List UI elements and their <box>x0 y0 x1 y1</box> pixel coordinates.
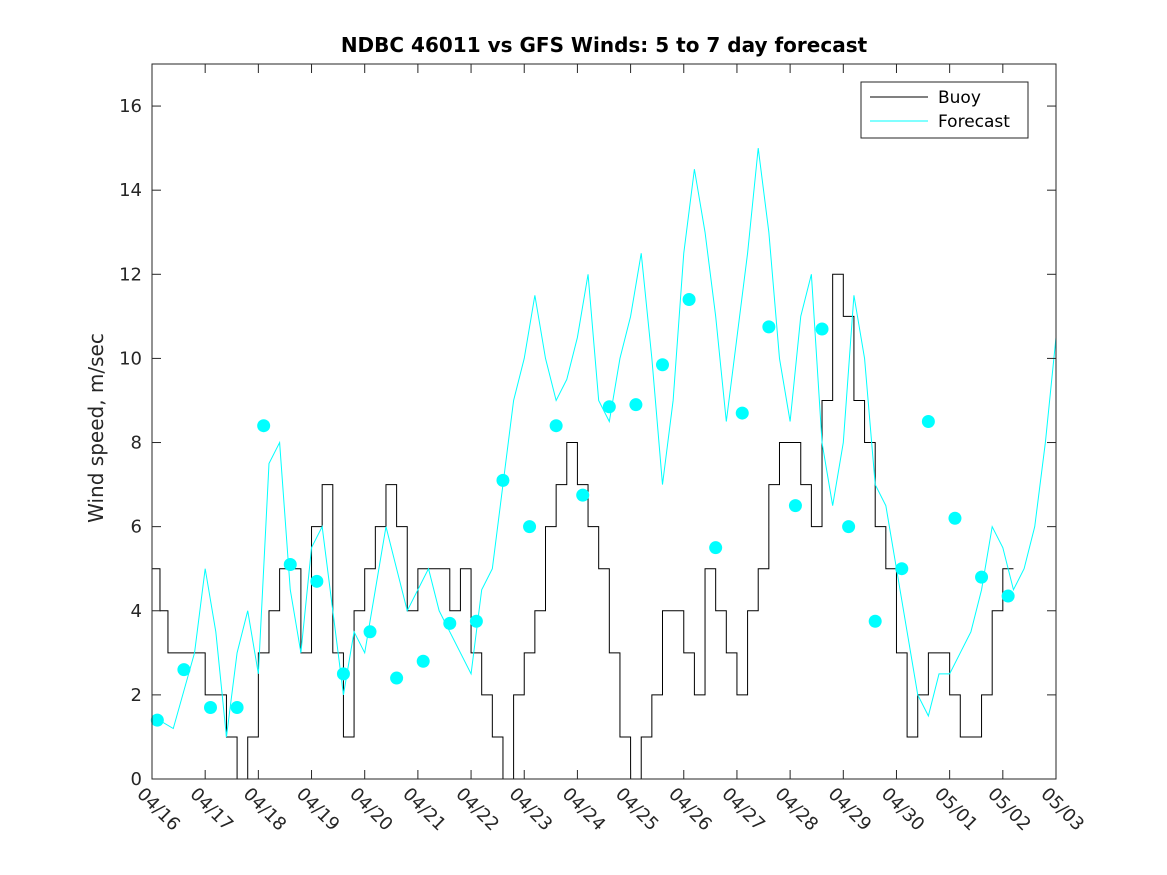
x-tick-label: 04/16 <box>132 784 184 836</box>
x-tick-label: 04/28 <box>771 784 823 836</box>
forecast-marker <box>150 713 164 727</box>
forecast-marker <box>336 667 350 681</box>
forecast-marker <box>895 562 909 576</box>
forecast-marker <box>682 293 696 307</box>
forecast-marker <box>788 499 802 513</box>
y-tick-label: 6 <box>131 517 142 538</box>
forecast-marker <box>310 574 324 588</box>
legend-box <box>860 81 1029 139</box>
forecast-marker <box>762 320 776 334</box>
forecast-marker <box>975 570 989 584</box>
forecast-marker <box>948 511 962 525</box>
forecast-marker <box>921 415 935 428</box>
forecast-marker <box>1001 589 1015 603</box>
x-tick-label: 04/26 <box>664 784 716 836</box>
y-tick-label: 10 <box>119 348 142 369</box>
chart-title: NDBC 46011 vs GFS Winds: 5 to 7 day fore… <box>341 33 868 57</box>
buoy-series-line <box>152 273 1014 779</box>
legend-forecast-label: Forecast <box>938 112 1010 132</box>
legend-buoy-label: Buoy <box>938 88 981 108</box>
forecast-marker <box>629 398 643 412</box>
y-tick-label: 8 <box>131 433 142 454</box>
forecast-marker <box>815 322 829 336</box>
x-tick-label: 04/17 <box>186 784 238 836</box>
x-tick-label: 04/22 <box>452 784 504 836</box>
x-tick-label: 04/21 <box>398 784 450 836</box>
forecast-marker <box>496 473 510 487</box>
forecast-marker <box>390 671 404 685</box>
x-tick-label: 04/19 <box>292 784 344 836</box>
x-tick-label: 04/24 <box>558 784 610 836</box>
y-tick-label: 4 <box>131 601 142 622</box>
x-tick-label: 05/01 <box>930 784 982 836</box>
forecast-marker <box>363 625 377 639</box>
x-tick-label: 04/30 <box>877 784 929 836</box>
forecast-marker <box>257 419 271 433</box>
forecast-marker <box>523 520 537 534</box>
forecast-marker <box>416 654 430 668</box>
forecast-marker <box>735 406 749 420</box>
y-tick-label: 12 <box>119 264 142 285</box>
x-tick-label: 04/29 <box>824 784 876 836</box>
x-tick-label: 05/03 <box>1036 784 1088 836</box>
x-tick-label: 05/02 <box>983 784 1035 836</box>
forecast-marker <box>469 614 483 628</box>
forecast-series-line <box>152 148 1056 738</box>
forecast-marker <box>230 701 244 714</box>
y-tick-label: 16 <box>119 96 142 117</box>
forecast-marker <box>549 419 563 433</box>
forecast-marker <box>283 558 297 571</box>
x-tick-label: 04/18 <box>239 784 291 836</box>
forecast-marker <box>602 400 616 414</box>
axes-box <box>151 63 1057 780</box>
legend: Buoy Forecast <box>860 81 1029 139</box>
y-tick-label: 14 <box>119 180 142 201</box>
forecast-marker <box>177 663 191 677</box>
forecast-marker <box>576 488 590 502</box>
forecast-marker <box>868 614 882 628</box>
forecast-marker <box>203 701 217 714</box>
x-tick-label: 04/27 <box>717 784 769 836</box>
forecast-marker <box>443 616 457 630</box>
forecast-marker <box>655 358 669 372</box>
forecast-marker <box>842 520 856 534</box>
x-tick-label: 04/23 <box>505 784 557 836</box>
x-tick-label: 04/20 <box>345 784 397 836</box>
y-tick-label: 0 <box>131 769 142 790</box>
y-axis-label: Wind speed, m/sec <box>84 333 108 523</box>
plot-area <box>150 148 1056 779</box>
x-tick-label: 04/25 <box>611 784 663 836</box>
forecast-marker <box>709 541 723 555</box>
y-tick-label: 2 <box>131 685 142 706</box>
